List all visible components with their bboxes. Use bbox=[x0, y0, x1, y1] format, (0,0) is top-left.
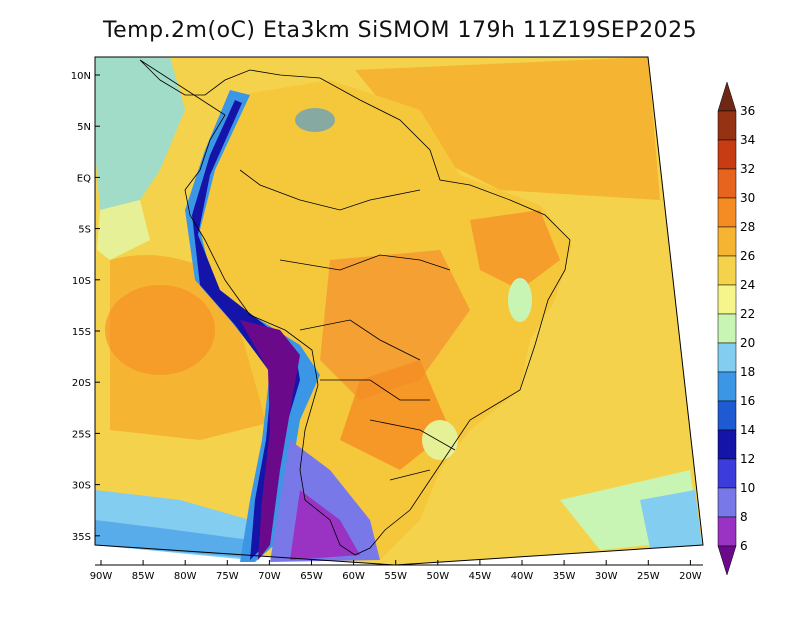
longitude-axis: 90W 85W 80W 75W 70W 65W 60W 55W 50W 45W 40W 35W 30W 2… bbox=[90, 560, 703, 582]
colorbar-swatch bbox=[717, 110, 737, 141]
lat-tick-label: 5S bbox=[78, 225, 91, 236]
colorbar-label: 34 bbox=[740, 133, 755, 147]
colorbar-label: 28 bbox=[740, 220, 755, 234]
colorbar-label: 14 bbox=[740, 423, 755, 437]
colorbar-swatch bbox=[717, 168, 737, 199]
colorbar-label: 30 bbox=[740, 191, 755, 205]
colorbar-label: 16 bbox=[740, 394, 755, 408]
lon-tick-label: 85W bbox=[132, 571, 155, 582]
colorbar-swatch bbox=[717, 400, 737, 431]
colorbar-label: 8 bbox=[740, 510, 748, 524]
lon-tick-label: 50W bbox=[426, 571, 449, 582]
temperature-field bbox=[94, 56, 704, 566]
colorbar-label: 26 bbox=[740, 249, 755, 263]
colorbar-swatch bbox=[717, 284, 737, 315]
lon-tick-label: 25W bbox=[637, 571, 660, 582]
colorbar-label: 24 bbox=[740, 278, 755, 292]
colorbar-swatch bbox=[717, 226, 737, 257]
colorbar: 6 8 10 12 14 16 18 20 22 24 26 28 30 32 34 36 bbox=[717, 81, 755, 576]
colorbar-swatch bbox=[717, 139, 737, 170]
lon-tick-label: 30W bbox=[595, 571, 618, 582]
colorbar-swatch bbox=[717, 371, 737, 402]
lon-tick-label: 35W bbox=[553, 571, 576, 582]
map-title: Temp.2m(oC) Eta3km SiSMOM 179h 11Z19SEP2… bbox=[102, 18, 698, 43]
colorbar-swatch bbox=[717, 487, 737, 518]
colorbar-label: 18 bbox=[740, 365, 755, 379]
lat-tick-label: 10N bbox=[71, 71, 91, 82]
lat-tick-label: 30S bbox=[72, 481, 91, 492]
colorbar-label: 12 bbox=[740, 452, 755, 466]
lat-tick-label: 15S bbox=[72, 327, 91, 338]
latitude-axis: 10N 5N EQ 5S 10S 15S 20S 25S 30S 35S bbox=[71, 57, 100, 545]
colorbar-label: 20 bbox=[740, 336, 755, 350]
colorbar-swatch bbox=[717, 429, 737, 460]
lon-tick-label: 90W bbox=[90, 571, 113, 582]
lon-tick-label: 70W bbox=[258, 571, 281, 582]
lon-tick-label: 45W bbox=[469, 571, 492, 582]
colorbar-swatch bbox=[717, 197, 737, 228]
lat-tick-label: 10S bbox=[72, 276, 91, 287]
lat-tick-label: 20S bbox=[72, 378, 91, 389]
colorbar-swatch bbox=[717, 255, 737, 286]
colorbar-swatch bbox=[717, 313, 737, 344]
lon-tick-label: 75W bbox=[216, 571, 239, 582]
lon-tick-label: 80W bbox=[174, 571, 197, 582]
colorbar-swatch bbox=[717, 516, 737, 547]
lat-tick-label: 35S bbox=[72, 532, 91, 543]
colorbar-swatch bbox=[717, 458, 737, 489]
colorbar-label: 6 bbox=[740, 539, 748, 553]
lat-tick-label: 25S bbox=[72, 429, 91, 440]
lon-tick-label: 60W bbox=[342, 571, 365, 582]
lat-tick-label: EQ bbox=[77, 173, 91, 184]
lon-tick-label: 55W bbox=[384, 571, 407, 582]
colorbar-label: 10 bbox=[740, 481, 755, 495]
lon-tick-label: 40W bbox=[511, 571, 534, 582]
lat-tick-label: 5N bbox=[77, 122, 91, 133]
colorbar-swatch bbox=[717, 545, 737, 576]
colorbar-label: 22 bbox=[740, 307, 755, 321]
colorbar-swatch bbox=[717, 342, 737, 373]
lon-tick-label: 65W bbox=[300, 571, 323, 582]
colorbar-label: 36 bbox=[740, 104, 755, 118]
colorbar-swatch bbox=[717, 81, 737, 112]
coastline-borders bbox=[139, 59, 571, 556]
lon-tick-label: 20W bbox=[679, 571, 702, 582]
colorbar-label: 32 bbox=[740, 162, 755, 176]
